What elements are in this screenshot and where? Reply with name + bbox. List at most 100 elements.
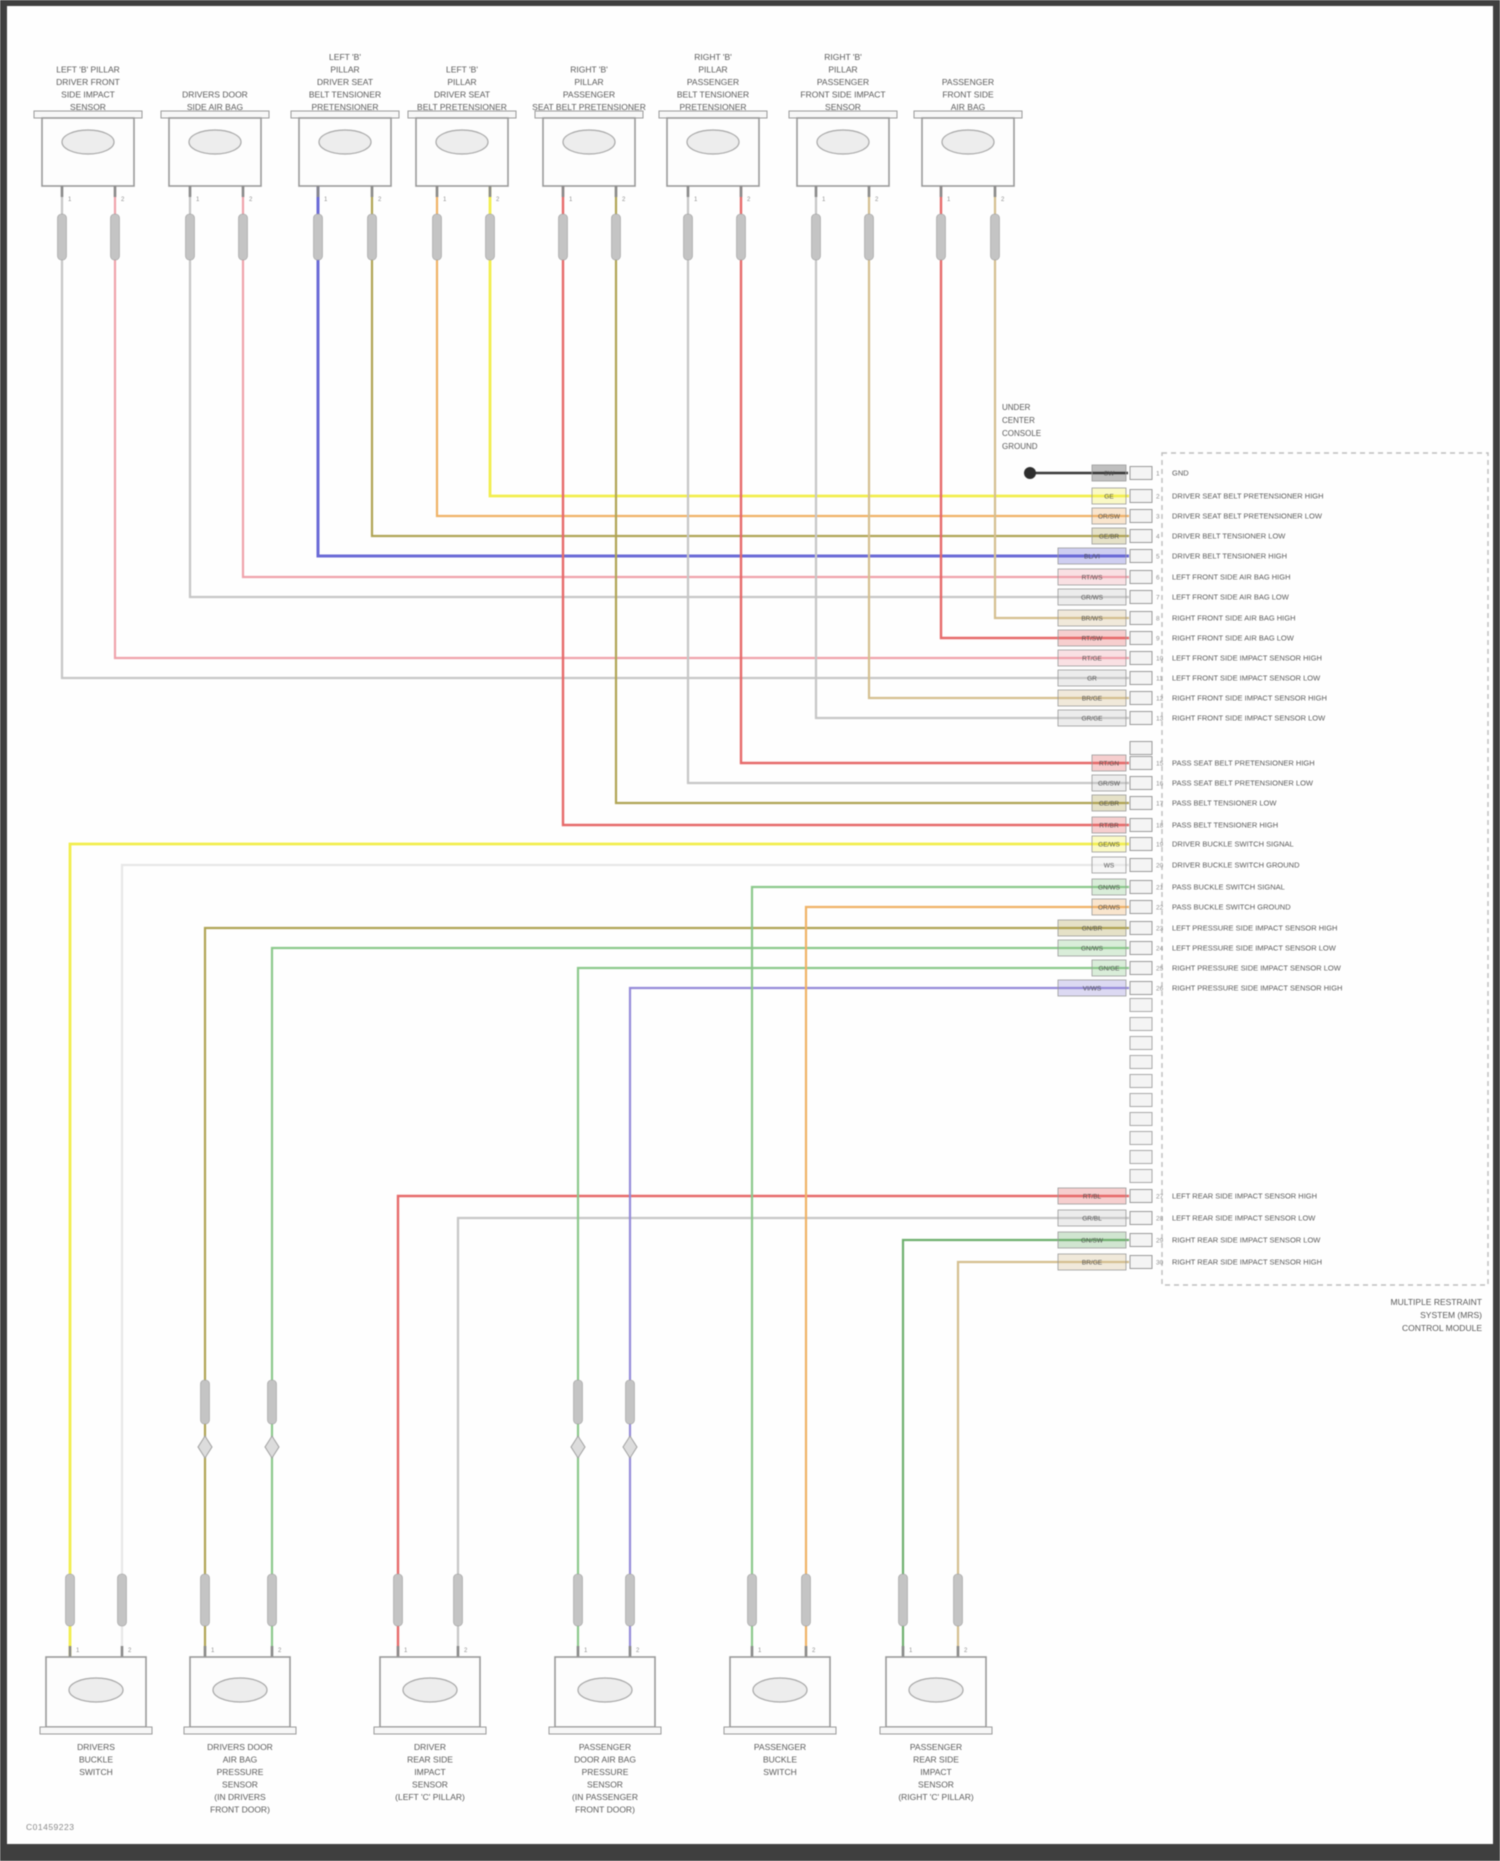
- inline-connector-icon: [197, 1435, 213, 1459]
- wire-sleeve: [453, 1573, 463, 1627]
- module-pin-box-empty: [1129, 1074, 1153, 1088]
- top-component-c7: 1 2 RIGHT 'B' PILLAR PASSENGER FRONT SIDE IMP…: [788, 52, 898, 261]
- label-text: 1: [196, 197, 200, 203]
- top-component-c3: 1 2 LEFT 'B' PILLAR DRIVER SEAT BELT TENSIONE…: [290, 52, 400, 261]
- label-text: 19: [1156, 842, 1164, 849]
- bottom-component-b4: 1 2 PASSENGER DOOR AIR BAG PRESSURE SENSOR (IN…: [548, 1379, 662, 1815]
- scan-edge: [1493, 0, 1500, 1861]
- label-text: 2: [1001, 197, 1005, 203]
- wire-gray: [60, 186, 1129, 680]
- module-pin-box: [1129, 671, 1153, 685]
- wire-sleeve: [117, 1573, 127, 1627]
- label-text: SENSOR: [918, 1780, 954, 1790]
- ecu-pin-row: BR/WS 8 RIGHT FRONT SIDE AIR BAG HIGH: [1057, 609, 1296, 627]
- label-text: 1: [694, 197, 698, 203]
- wire-gray: [686, 186, 1129, 785]
- connector-cavity: [908, 1677, 964, 1703]
- module-pin-box: [1129, 941, 1153, 955]
- module-pin-box-empty: [1129, 1036, 1153, 1050]
- label-text: GN/BR: [1082, 926, 1103, 933]
- module-pin-box: [1129, 756, 1153, 770]
- wire-gray: [814, 186, 1129, 720]
- wire-sleeve: [367, 213, 377, 261]
- label-text: WS: [1104, 863, 1115, 870]
- module-pin-box: [1129, 796, 1153, 810]
- bottom-component-b5: 1 2 PASSENGER BUCKLE SWITCH: [723, 1573, 837, 1777]
- label-text: RT/WS: [1082, 575, 1103, 582]
- label-text: 2: [128, 1648, 132, 1654]
- ecu-pin-row: GR/WS 7 LEFT FRONT SIDE AIR BAG LOW: [1057, 588, 1290, 606]
- label-text: PRESSURE: [582, 1767, 629, 1777]
- label-text: 3: [1156, 514, 1160, 521]
- wire-code-box: [1057, 629, 1127, 647]
- ecu-pin-row: [1129, 741, 1153, 755]
- wire-sleeve: [625, 1379, 635, 1425]
- wire-sleeve: [57, 213, 67, 261]
- wire-olive: [203, 926, 1129, 1656]
- connector-cavity: [816, 129, 870, 155]
- label-text: (LEFT 'C' PILLAR): [395, 1792, 465, 1802]
- connector-cavity: [188, 129, 242, 155]
- label-text: 10: [1156, 656, 1164, 663]
- connector-cavity: [577, 1677, 633, 1703]
- module-pin-box: [1129, 1255, 1153, 1269]
- label-text: 1: [68, 197, 72, 203]
- label-text: SW: [1104, 471, 1115, 478]
- label-text: PASSENGER: [563, 90, 615, 100]
- connector-lip: [160, 110, 270, 119]
- wire-sleeve: [432, 213, 442, 261]
- label-text: PILLAR: [330, 65, 359, 75]
- label-text: DRIVER SEAT: [434, 90, 490, 100]
- label-text: RIGHT 'B': [694, 52, 732, 62]
- label-text: GR/GE: [1082, 716, 1104, 723]
- wire-sleeve: [110, 213, 120, 261]
- label-text: DRIVER SEAT BELT PRETENSIONER HIGH: [1172, 492, 1324, 501]
- label-text: PASS BELT TENSIONER LOW: [1172, 799, 1277, 808]
- label-text: GR/WS: [1081, 595, 1104, 602]
- wire-code-box: [1057, 709, 1127, 727]
- label-text: SENSOR: [70, 102, 106, 112]
- wire-red: [561, 186, 1129, 827]
- connector-lip: [788, 110, 898, 119]
- wire-code-box: [1057, 547, 1127, 565]
- module-pin-box: [1129, 837, 1153, 851]
- label-text: 1: [324, 197, 328, 203]
- wire-dgreen: [901, 1238, 1129, 1656]
- connector-cavity: [562, 129, 616, 155]
- label-text: UNDER: [1002, 403, 1031, 412]
- ecu-pin-row: RT/WS 6 LEFT FRONT SIDE AIR BAG HIGH: [1057, 568, 1291, 586]
- module-pin-box-empty: [1129, 1093, 1153, 1107]
- label-text: SIDE AIR BAG: [187, 102, 243, 112]
- wire-orange: [435, 186, 1129, 518]
- wire-code-box: [1057, 939, 1127, 957]
- label-text: (IN PASSENGER: [572, 1792, 638, 1802]
- wire-tan: [956, 1260, 1129, 1656]
- label-text: LEFT PRESSURE SIDE IMPACT SENSOR HIGH: [1172, 924, 1337, 933]
- label-text: PASSENGER: [687, 77, 739, 87]
- module-pin-box: [1129, 921, 1153, 935]
- top-component-c4: 1 2 LEFT 'B' PILLAR DRIVER SEAT BELT PRETENSI…: [407, 65, 517, 261]
- label-text: SYSTEM (MRS): [1420, 1310, 1482, 1320]
- label-text: RIGHT PRESSURE SIDE IMPACT SENSOR LOW: [1172, 964, 1342, 973]
- label-text: LEFT FRONT SIDE IMPACT SENSOR HIGH: [1172, 654, 1322, 663]
- label-text: SWITCH: [79, 1767, 113, 1777]
- label-text: 4: [1156, 534, 1160, 541]
- label-text: RT/GN: [1099, 761, 1119, 768]
- module-pin-box: [1129, 1189, 1153, 1203]
- inline-connector-icon: [622, 1435, 638, 1459]
- connector-cavity: [435, 129, 489, 155]
- label-text: LEFT 'B': [446, 65, 478, 75]
- module-pin-box-empty: [1129, 1169, 1153, 1183]
- label-text: 1: [404, 1648, 408, 1654]
- connector-body: [796, 117, 890, 187]
- wire-sleeve: [811, 213, 821, 261]
- label-text: BELT TENSIONER: [677, 90, 749, 100]
- ecu-pin-row: BL/VI 5 DRIVER BELT TENSIONER HIGH: [1057, 547, 1287, 565]
- label-text: FRONT SIDE: [942, 90, 994, 100]
- label-text: REAR SIDE: [913, 1755, 959, 1765]
- label-text: GE/BR: [1099, 534, 1120, 541]
- label-text: LEFT PRESSURE SIDE IMPACT SENSOR LOW: [1172, 944, 1337, 953]
- inline-connector-icon: [264, 1435, 280, 1459]
- module-pin-box: [1129, 776, 1153, 790]
